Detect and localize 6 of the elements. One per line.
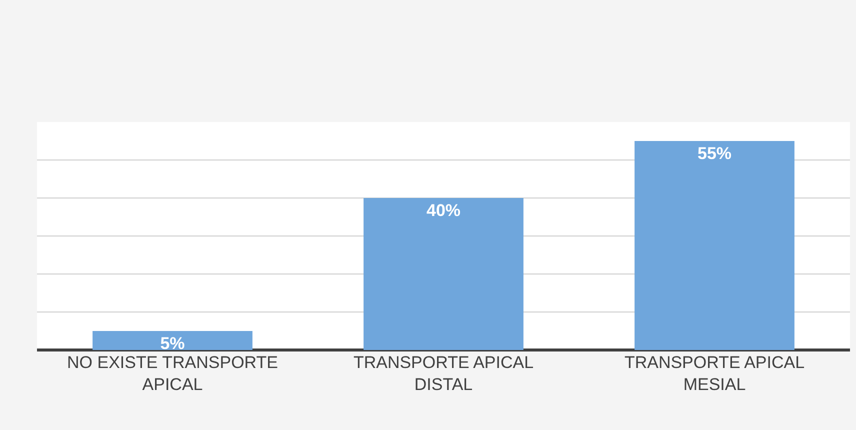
data-label: 5%: [160, 334, 185, 353]
data-label: 55%: [697, 144, 732, 163]
x-tick-label: TRANSPORTE APICAL DISTAL: [353, 353, 534, 394]
x-tick-label: TRANSPORTE APICAL MESIAL: [624, 353, 805, 394]
x-tick-label: NO EXISTE TRANSPORTE APICAL: [67, 353, 278, 394]
data-label: 40%: [426, 201, 461, 220]
